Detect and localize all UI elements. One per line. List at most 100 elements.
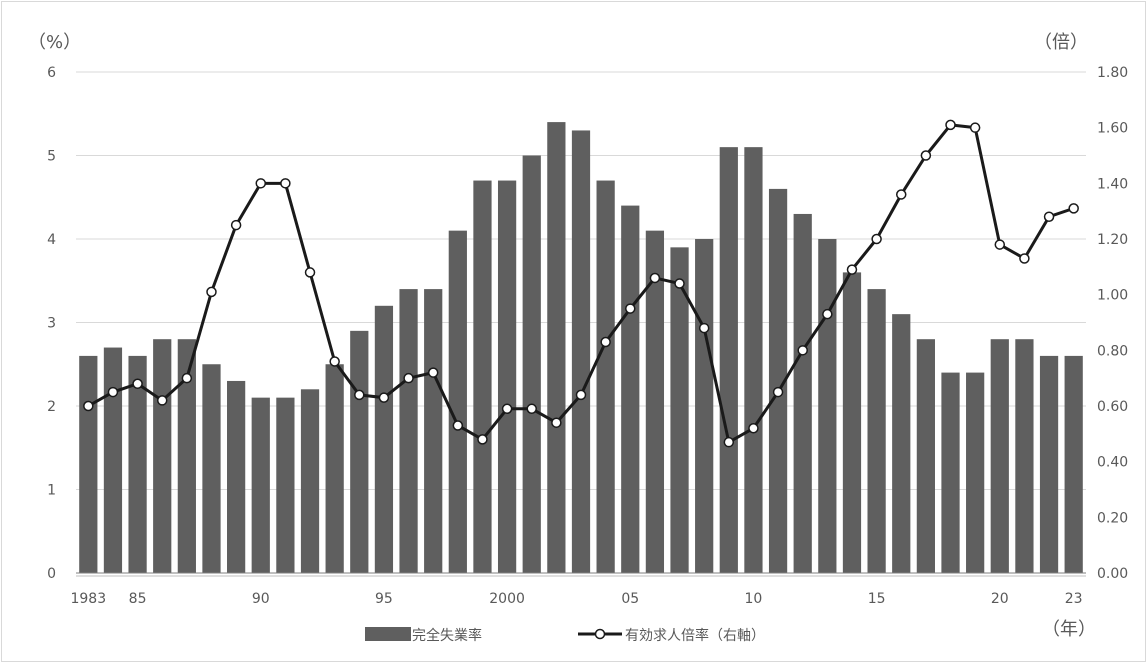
- bar: [497, 180, 517, 574]
- bar: [300, 389, 320, 573]
- line-point: [206, 286, 217, 298]
- line-point: [674, 278, 685, 289]
- bar: [768, 188, 788, 573]
- left-tick-label: 6: [47, 65, 56, 81]
- x-tick-label: 1983: [70, 591, 106, 607]
- bar: [645, 230, 665, 573]
- bar: [990, 339, 1009, 573]
- line-point: [83, 400, 94, 412]
- bar: [251, 397, 270, 573]
- line-point: [132, 378, 143, 389]
- line-point: [625, 303, 636, 314]
- bar: [818, 239, 837, 573]
- line-point: [772, 386, 784, 398]
- line-point: [551, 417, 562, 428]
- bar: [1064, 355, 1083, 573]
- bar: [448, 230, 467, 573]
- left-tick-label: 1: [47, 483, 56, 499]
- right-tick-label: 1.00: [1097, 288, 1128, 304]
- bar: [424, 289, 443, 573]
- x-tick-label: 90: [252, 591, 270, 607]
- left-tick-label: 0: [47, 566, 56, 582]
- right-tick-label: 1.40: [1097, 176, 1128, 192]
- line-point: [895, 189, 907, 200]
- right-tick-label: 0.00: [1097, 566, 1128, 582]
- line-point: [797, 345, 808, 356]
- bar: [399, 289, 418, 573]
- bar-series: [79, 122, 1083, 574]
- legend: 完全失業率 有効求人倍率（右軸）: [365, 627, 765, 644]
- line-point: [871, 233, 882, 245]
- right-tick-label: 1.20: [1097, 232, 1128, 248]
- line-point: [945, 119, 956, 131]
- x-tick-label: 85: [129, 591, 147, 607]
- bar: [941, 372, 960, 573]
- bar: [621, 205, 640, 573]
- right-tick-label: 1.60: [1097, 121, 1128, 137]
- bar: [916, 339, 935, 573]
- line-point: [477, 434, 488, 445]
- line-point: [994, 239, 1006, 250]
- legend-line-label: 有効求人倍率（右軸）: [625, 627, 765, 644]
- bar: [79, 355, 98, 573]
- x-tick-label: 15: [868, 591, 886, 607]
- left-tick-label: 4: [47, 232, 56, 248]
- line-point: [501, 403, 513, 415]
- line-point: [526, 403, 537, 415]
- x-tick-label: 05: [621, 591, 639, 607]
- line-point: [723, 436, 735, 448]
- line-point: [822, 308, 833, 320]
- right-tick-label: 0.20: [1097, 510, 1128, 526]
- bar: [793, 213, 812, 573]
- bar: [227, 380, 246, 573]
- legend-bar-swatch: [365, 627, 411, 641]
- legend-line-marker: [594, 628, 606, 640]
- line-point: [354, 389, 365, 401]
- left-tick-label: 5: [47, 149, 56, 165]
- bar: [892, 314, 911, 573]
- bar: [596, 180, 615, 574]
- x-axis-ticks: 1983 85 90 95 2000 05 10 15 20 23: [70, 591, 1082, 607]
- x-axis-unit: （年）: [1042, 619, 1096, 640]
- x-tick-label: 23: [1065, 591, 1083, 607]
- line-point: [181, 372, 193, 384]
- line-point: [600, 336, 611, 348]
- bar: [128, 355, 147, 573]
- legend-bar-label: 完全失業率: [412, 627, 482, 644]
- left-tick-label: 2: [47, 399, 56, 415]
- bar: [522, 155, 541, 573]
- bar: [719, 147, 738, 573]
- bar: [670, 247, 689, 573]
- x-tick-label: 10: [745, 591, 763, 607]
- right-tick-label: 0.40: [1097, 455, 1128, 471]
- line-point: [1068, 203, 1079, 214]
- x-tick-label: 95: [375, 591, 393, 607]
- line-point: [698, 322, 710, 334]
- bar: [1015, 339, 1034, 573]
- right-tick-label: 0.80: [1097, 343, 1128, 359]
- right-axis-ticks: 0.00 0.20 0.40 0.60 0.80 1.00 1.20 1.40 1.60 1.80: [1097, 65, 1128, 582]
- right-tick-label: 1.80: [1097, 65, 1128, 81]
- line-point: [156, 395, 168, 406]
- bar: [202, 364, 221, 573]
- bar: [103, 347, 123, 573]
- bar: [177, 339, 196, 573]
- x-axis-baseline: [76, 572, 1086, 577]
- bar: [867, 289, 886, 573]
- line-point: [575, 389, 587, 401]
- x-tick-label: 2000: [489, 591, 525, 607]
- bar: [966, 372, 985, 573]
- bar: [325, 364, 344, 573]
- bar: [374, 305, 394, 573]
- line-point: [329, 356, 340, 367]
- left-axis-ticks: 0 1 2 3 4 5 6: [47, 65, 56, 582]
- bar: [547, 122, 566, 573]
- bar: [842, 272, 862, 573]
- bar: [744, 147, 763, 573]
- bar: [350, 330, 369, 573]
- line-point: [1043, 211, 1055, 222]
- line-point: [649, 272, 661, 284]
- right-tick-label: 0.60: [1097, 399, 1128, 415]
